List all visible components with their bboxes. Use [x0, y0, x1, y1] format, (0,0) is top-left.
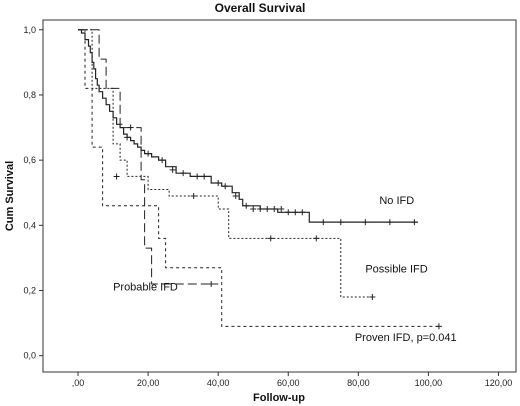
censor-mark	[194, 173, 201, 180]
y-tick-label: 1,0	[23, 25, 36, 35]
censor-mark	[278, 206, 285, 213]
series-label: Possible IFD	[365, 264, 427, 276]
censor-mark	[257, 206, 264, 213]
censor-mark	[250, 206, 257, 213]
censor-mark	[124, 134, 131, 141]
y-tick-label: 0,8	[23, 90, 36, 100]
x-tick-label: 100,00	[415, 378, 443, 388]
censor-mark	[267, 235, 274, 242]
series-short-dashed	[78, 29, 442, 330]
censor-mark	[145, 150, 152, 157]
censor-mark	[435, 323, 442, 330]
censor-mark	[222, 183, 229, 190]
censor-mark	[243, 202, 250, 209]
censor-mark	[264, 206, 271, 213]
y-axis-title: Cum Survival	[4, 161, 16, 231]
censor-mark	[113, 173, 120, 180]
censor-mark	[292, 209, 299, 216]
censor-mark	[320, 219, 327, 226]
axes: ,00 20,00 40,00 60,00 80,00 100,00 120,00 0,0 0,…	[23, 25, 512, 388]
censor-mark	[411, 219, 418, 226]
chart-title: Overall Survival	[215, 1, 306, 15]
y-tick-label: 0,0	[23, 351, 36, 361]
censor-mark	[285, 209, 292, 216]
censor-mark	[190, 193, 197, 199]
series-dotted	[78, 29, 376, 301]
x-tick-label: ,00	[72, 378, 85, 388]
censor-mark	[337, 219, 344, 226]
series-label: No IFD	[379, 195, 414, 207]
x-tick-label: 60,00	[277, 378, 300, 388]
series-dashed	[78, 29, 219, 287]
censor-mark	[232, 193, 239, 199]
annotation-layer: No IFD Possible IFD Probable IFD Proven IFD…	[113, 195, 457, 344]
y-tick-label: 0,2	[23, 286, 36, 296]
censor-mark	[386, 219, 393, 226]
x-tick-label: 120,00	[485, 378, 513, 388]
censor-mark	[271, 206, 278, 213]
series-solid	[78, 29, 418, 226]
censor-mark	[215, 179, 222, 186]
censor-mark	[362, 219, 369, 226]
censor-mark	[313, 235, 320, 242]
censor-mark	[180, 170, 187, 177]
y-tick-label: 0,4	[23, 220, 36, 230]
x-tick-label: 40,00	[207, 378, 230, 388]
censor-mark	[369, 294, 376, 301]
y-tick-label: 0,6	[23, 155, 36, 165]
survival-curve	[78, 29, 219, 285]
x-axis-title: Follow-up	[253, 392, 305, 404]
survival-curve	[78, 29, 418, 223]
censor-mark	[201, 173, 208, 180]
plot-frame	[42, 19, 517, 373]
x-tick-label: 20,00	[137, 378, 160, 388]
series-label: Proven IFD, p=0.041	[355, 332, 457, 344]
series-layer	[78, 29, 442, 330]
censor-mark	[159, 157, 166, 164]
survival-curve	[78, 29, 439, 327]
censor-mark	[299, 209, 306, 216]
series-label: Probable IFD	[113, 282, 178, 294]
censor-mark	[127, 124, 134, 131]
survival-curve	[78, 29, 373, 298]
x-tick-label: 80,00	[347, 378, 370, 388]
censor-mark	[208, 281, 215, 287]
censor-mark	[169, 166, 176, 173]
